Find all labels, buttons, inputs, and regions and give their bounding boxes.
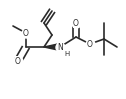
Text: O: O <box>87 40 93 49</box>
Polygon shape <box>44 43 60 50</box>
Text: O: O <box>23 29 29 38</box>
Text: N: N <box>57 42 63 51</box>
Text: H: H <box>64 51 70 57</box>
Text: O: O <box>73 19 79 28</box>
Text: O: O <box>15 57 21 66</box>
